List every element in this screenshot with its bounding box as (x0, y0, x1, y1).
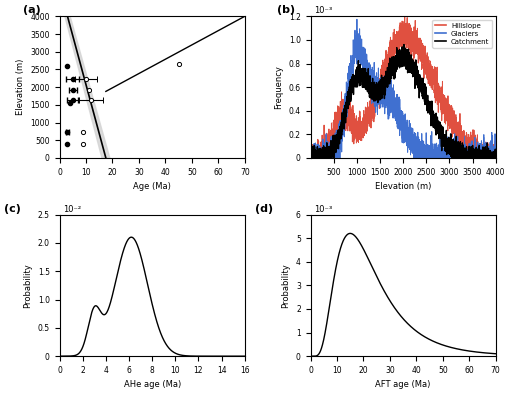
Glaciers (382, 81, 388, 85)
Glaciers (330, 156, 336, 160)
Catchment (382, 77, 388, 81)
X-axis label: AFT age (Ma): AFT age (Ma) (376, 380, 431, 389)
Catchment (477, 152, 483, 157)
Glaciers (308, 156, 314, 160)
Glaciers (354, 17, 360, 22)
X-axis label: AHe age (Ma): AHe age (Ma) (124, 380, 181, 389)
Hillslope (498, 151, 504, 156)
Y-axis label: Frequency: Frequency (274, 65, 283, 109)
Hillslope (308, 156, 314, 160)
Hillslope (308, 152, 314, 157)
Polygon shape (65, 16, 110, 158)
Glaciers (390, 113, 397, 117)
Hillslope (402, 15, 408, 19)
Catchment (502, 152, 508, 156)
Catchment (308, 156, 314, 160)
Catchment (401, 42, 407, 47)
Text: (c): (c) (4, 204, 21, 214)
Text: (d): (d) (255, 204, 273, 214)
Text: (a): (a) (22, 6, 40, 15)
Catchment (390, 68, 397, 72)
Catchment (498, 147, 504, 152)
Glaciers (498, 149, 504, 154)
Glaciers (502, 156, 508, 160)
Glaciers (477, 152, 483, 157)
Hillslope (502, 156, 508, 160)
Hillslope (341, 106, 347, 111)
Hillslope (390, 47, 397, 52)
Line: Hillslope: Hillslope (311, 17, 505, 158)
Y-axis label: Probability: Probability (282, 263, 290, 308)
Catchment (330, 148, 336, 152)
Text: 10⁻³: 10⁻³ (314, 205, 333, 214)
Line: Catchment: Catchment (311, 45, 505, 158)
Hillslope (382, 83, 388, 88)
Y-axis label: Elevation (m): Elevation (m) (16, 59, 25, 115)
X-axis label: Age (Ma): Age (Ma) (133, 182, 171, 191)
Text: 10⁻³: 10⁻³ (314, 6, 333, 15)
Glaciers (341, 110, 347, 115)
Text: 10⁻²: 10⁻² (63, 205, 81, 214)
Legend: Hillslope, Glaciers, Catchment: Hillslope, Glaciers, Catchment (432, 20, 492, 47)
Line: Glaciers: Glaciers (311, 19, 505, 158)
X-axis label: Elevation (m): Elevation (m) (375, 182, 431, 191)
Hillslope (330, 135, 336, 140)
Hillslope (477, 142, 483, 147)
Y-axis label: Probability: Probability (23, 263, 32, 308)
Catchment (341, 115, 347, 120)
Text: (b): (b) (277, 6, 295, 15)
